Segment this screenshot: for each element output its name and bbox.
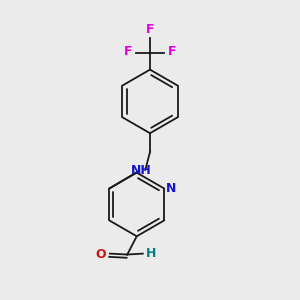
- Text: F: F: [146, 23, 154, 36]
- Text: O: O: [95, 248, 106, 261]
- Text: F: F: [168, 45, 176, 58]
- Text: NH: NH: [131, 164, 152, 177]
- Text: H: H: [146, 247, 157, 260]
- Text: F: F: [124, 45, 132, 58]
- Text: N: N: [166, 182, 176, 195]
